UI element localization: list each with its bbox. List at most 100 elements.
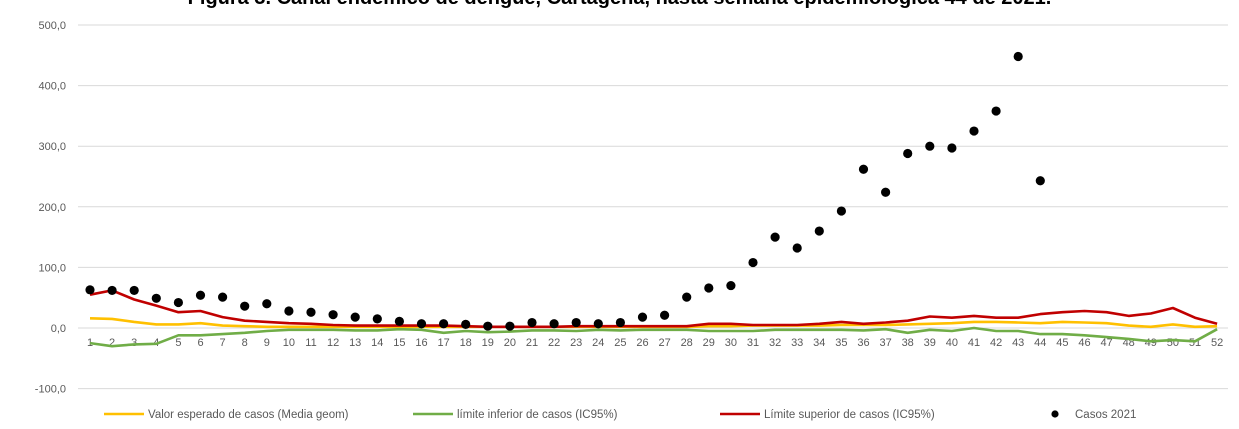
series-3-line bbox=[89, 289, 1218, 329]
series-4-marker bbox=[836, 206, 847, 216]
x-tick-label: 45 bbox=[1056, 337, 1068, 349]
legend-label: Valor esperado de casos (Media geom) bbox=[148, 409, 349, 421]
chart-title: Figura 3. Canal endémico de dengue, Cart… bbox=[0, 0, 1239, 10]
x-tick-label: 52 bbox=[1211, 337, 1223, 349]
series-4-marker bbox=[129, 285, 139, 296]
series-4-marker bbox=[1013, 51, 1023, 62]
x-tick-label: 44 bbox=[1034, 337, 1046, 349]
x-tick-label: 25 bbox=[614, 337, 626, 349]
series-4-marker bbox=[262, 299, 272, 309]
series-4-marker bbox=[858, 164, 869, 174]
series-4-marker bbox=[439, 319, 449, 329]
series-4-marker bbox=[85, 285, 95, 295]
x-tick-label: 15 bbox=[393, 337, 405, 349]
x-tick-label: 24 bbox=[592, 337, 604, 349]
x-tick-label: 31 bbox=[747, 337, 759, 349]
x-tick-label: 1 bbox=[87, 337, 93, 349]
x-tick-label: 21 bbox=[526, 337, 538, 349]
series-4-marker bbox=[881, 187, 891, 197]
x-tick-label: 22 bbox=[548, 337, 560, 349]
x-tick-label: 46 bbox=[1078, 337, 1090, 349]
series-4-marker bbox=[527, 317, 537, 328]
series-4-marker bbox=[792, 243, 802, 253]
x-tick-label: 7 bbox=[220, 337, 226, 349]
series-4-marker bbox=[726, 280, 736, 291]
x-tick-label: 39 bbox=[924, 337, 936, 349]
y-tick-label: 100,0 bbox=[38, 262, 66, 274]
series-4-marker bbox=[571, 317, 581, 328]
series-4-marker bbox=[284, 306, 294, 316]
series-4-marker bbox=[969, 126, 979, 136]
series-4-marker bbox=[328, 310, 338, 320]
gridlines bbox=[78, 24, 1228, 390]
x-tick-label: 8 bbox=[242, 337, 248, 349]
series-4-marker bbox=[173, 297, 183, 308]
x-tick-label: 37 bbox=[879, 337, 891, 349]
series-2-line bbox=[89, 326, 1218, 348]
x-tick-label: 50 bbox=[1167, 337, 1179, 349]
x-tick-label: 32 bbox=[769, 337, 781, 349]
y-tick-label: 500,0 bbox=[38, 20, 66, 32]
legend-label: Casos 2021 bbox=[1075, 409, 1136, 421]
series-4-marker bbox=[372, 314, 382, 324]
series-4-marker bbox=[814, 226, 824, 236]
series-4-marker bbox=[770, 232, 780, 242]
series-4-marker bbox=[151, 293, 161, 303]
x-tick-label: 30 bbox=[725, 337, 737, 349]
series-4-marker bbox=[903, 148, 913, 159]
series-4-marker bbox=[195, 290, 206, 300]
x-tick-label: 40 bbox=[946, 337, 958, 349]
x-tick-label: 26 bbox=[636, 337, 648, 349]
x-tick-label: 33 bbox=[791, 337, 803, 349]
x-axis-tick-labels: 1 2 3 4 5 6 7 8 9 10 11 12 13 14 15 16 17 18 19 20 21 22 23 24 2… bbox=[87, 337, 1223, 349]
series-4-marker bbox=[704, 283, 714, 293]
x-tick-label: 23 bbox=[570, 337, 582, 349]
legend-label: Límite superior de casos (IC95%) bbox=[764, 409, 935, 421]
series-4-marker bbox=[637, 312, 648, 322]
x-tick-label: 14 bbox=[371, 337, 383, 349]
x-tick-label: 17 bbox=[437, 337, 449, 349]
x-tick-label: 20 bbox=[504, 337, 516, 349]
x-tick-label: 43 bbox=[1012, 337, 1024, 349]
x-tick-label: 12 bbox=[327, 337, 339, 349]
series-4-marker bbox=[483, 321, 493, 331]
x-tick-label: 5 bbox=[175, 337, 181, 349]
series-4-marker bbox=[394, 316, 404, 326]
x-tick-label: 16 bbox=[415, 337, 427, 349]
series-4-marker bbox=[350, 312, 360, 322]
y-tick-label: -100,0 bbox=[35, 384, 66, 396]
series-4-marker bbox=[461, 319, 471, 329]
legend-label: límite inferior de casos (IC95%) bbox=[457, 409, 618, 421]
series-4-marker bbox=[593, 319, 603, 329]
series-4-marker bbox=[218, 292, 228, 302]
x-tick-label: 18 bbox=[460, 337, 472, 349]
x-tick-label: 36 bbox=[857, 337, 869, 349]
series-4-marker bbox=[925, 141, 935, 151]
x-tick-label: 29 bbox=[703, 337, 715, 349]
series-4-marker bbox=[748, 257, 758, 268]
x-tick-label: 49 bbox=[1145, 337, 1157, 349]
series-4-marker bbox=[505, 321, 515, 331]
series-4-marker bbox=[549, 319, 559, 329]
x-tick-label: 38 bbox=[902, 337, 914, 349]
x-tick-label: 27 bbox=[658, 337, 670, 349]
x-tick-label: 28 bbox=[681, 337, 693, 349]
x-tick-label: 41 bbox=[968, 337, 980, 349]
x-tick-label: 19 bbox=[482, 337, 494, 349]
series-4-marker bbox=[682, 292, 692, 302]
legend-marker bbox=[1051, 410, 1059, 418]
x-tick-label: 35 bbox=[835, 337, 847, 349]
y-tick-label: 0,0 bbox=[51, 323, 66, 335]
x-tick-label: 11 bbox=[305, 337, 316, 349]
y-tick-label: 200,0 bbox=[38, 202, 66, 214]
series-4-marker bbox=[1035, 176, 1045, 186]
series-layer bbox=[85, 51, 1218, 348]
series-4-marker bbox=[991, 106, 1001, 116]
x-tick-label: 2 bbox=[109, 337, 115, 349]
series-4-marker bbox=[947, 143, 957, 153]
x-tick-label: 3 bbox=[131, 337, 137, 349]
series-4-marker bbox=[306, 307, 316, 317]
x-tick-label: 34 bbox=[813, 337, 825, 349]
series-4-marker bbox=[416, 319, 427, 329]
